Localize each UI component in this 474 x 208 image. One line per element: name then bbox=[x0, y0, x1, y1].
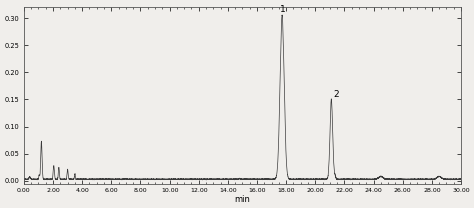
Text: 1: 1 bbox=[280, 5, 286, 14]
Text: 2: 2 bbox=[333, 90, 338, 99]
X-axis label: min: min bbox=[235, 195, 250, 204]
